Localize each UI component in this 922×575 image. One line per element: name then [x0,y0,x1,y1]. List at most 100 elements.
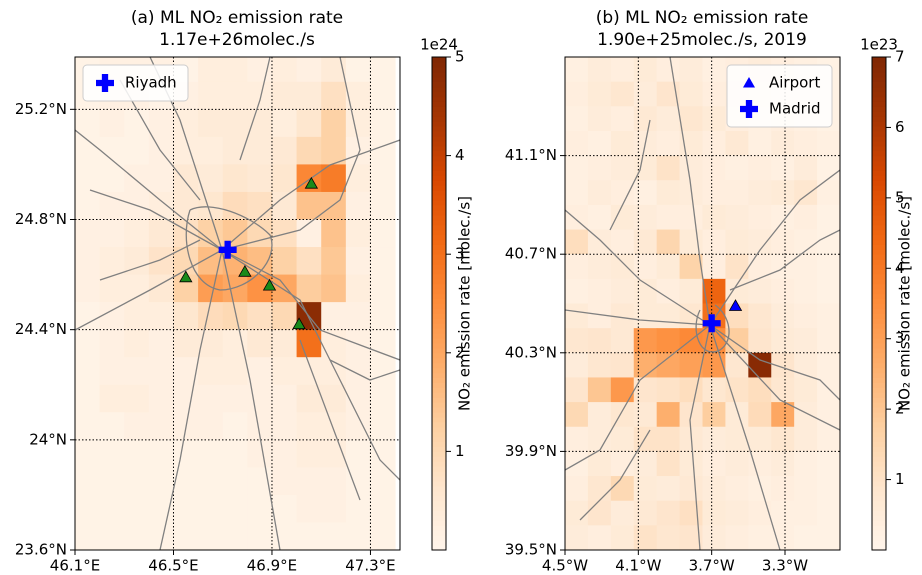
heatmap-cell [173,164,199,193]
y-tick-label: 41.1°N [505,146,557,164]
colorbar-step [432,259,446,265]
heatmap-cell [345,302,371,331]
heatmap-cell [198,522,224,550]
heatmap-cell [565,106,589,132]
colorbar-step [872,155,886,162]
heatmap-cell [748,328,772,354]
colorbar-step [872,140,886,147]
colorbar-step [432,288,446,295]
heatmap-cell [296,494,322,523]
colorbar-step [872,298,886,305]
colorbar-tick-label: 2 [895,400,905,418]
colorbar-step [432,352,446,359]
colorbar-step [432,451,446,457]
y-tick-label: 39.5°N [505,541,557,559]
heatmap-cell [725,500,749,526]
colorbar-step [872,461,886,467]
heatmap-cell [679,254,703,280]
heatmap-cell [702,229,726,255]
colorbar-step [432,347,446,354]
heatmap-cell [565,130,589,157]
colorbar-step [432,505,446,512]
heatmap-cell [565,303,589,329]
heatmap-cell [725,476,749,502]
heatmap-cell [610,476,635,502]
colorbar-step [872,411,886,418]
colorbar-step [432,209,446,216]
colorbar-step [872,480,886,487]
colorbar-step [432,116,446,122]
marker-plus [702,314,721,333]
heatmap-cell [656,130,681,157]
colorbar-step [432,328,446,334]
heatmap-cell [702,278,726,304]
colorbar-step [432,377,446,383]
heatmap-cell [771,155,795,181]
colorbar-step [872,268,886,275]
heatmap-cell [124,274,150,303]
colorbar-step [872,209,886,216]
heatmap-cell [99,384,125,413]
heatmap-cell [173,439,199,468]
colorbar-step [872,421,886,428]
colorbar-step [432,214,446,221]
colorbar-step [432,411,446,418]
colorbar-step [432,96,446,102]
heatmap-cell [148,109,174,138]
colorbar-step [432,456,446,462]
heatmap-cell [587,451,612,477]
heatmap-cell [370,412,396,441]
colorbar-step [432,111,446,117]
heatmap-cell [610,303,635,329]
roads [565,57,840,550]
heatmap-cell [198,57,224,83]
marker-triangle [743,77,755,88]
colorbar-step [432,175,446,181]
heatmap-cell [565,426,589,452]
heatmap-cell [271,81,298,110]
heatmap-cell [771,352,795,378]
colorbar-step [432,500,446,507]
heatmap-cell [679,155,703,181]
colorbar-step [432,313,446,319]
colorbar-step [872,545,886,551]
heatmap-cell [222,164,248,193]
heatmap-cell [771,402,795,428]
heatmap-cell [198,109,224,138]
heatmap-cell [610,254,635,280]
heatmap-cell [725,180,749,206]
colorbar-tick-label: 2 [455,343,465,361]
colorbar-step [432,545,446,551]
heatmap-cell [222,522,248,550]
heatmap [75,57,396,550]
colorbar-step [432,407,446,413]
heatmap-cell [173,191,199,220]
colorbar-step [872,57,886,63]
heatmap-cell [679,278,703,304]
heatmap-cell [222,494,248,523]
colorbar-step [872,456,886,462]
heatmap-cell [656,525,681,550]
heatmap-cell [817,426,840,452]
marker-plus [740,100,758,118]
heatmap-cell [198,439,224,468]
colorbar-step [432,530,446,536]
heatmap-cell [565,352,589,378]
colorbar-step [432,185,446,191]
heatmap-cell [75,247,101,276]
heatmap-cell [75,439,101,468]
heatmap-cell [771,229,795,255]
colorbar-step [872,121,886,127]
colorbar-step [872,338,886,344]
heatmap-cell [247,522,273,550]
heatmap-cell [75,494,101,523]
colorbar-step [432,81,446,88]
heatmap-cell [321,329,347,358]
heatmap-cell [75,522,101,550]
heatmap-cell [565,229,589,255]
heatmap-cell [271,302,298,331]
heatmap-cell [633,278,658,304]
x-tick-label: 3.3°W [762,557,808,575]
colorbar-step [872,145,886,152]
colorbar-step [432,466,446,472]
